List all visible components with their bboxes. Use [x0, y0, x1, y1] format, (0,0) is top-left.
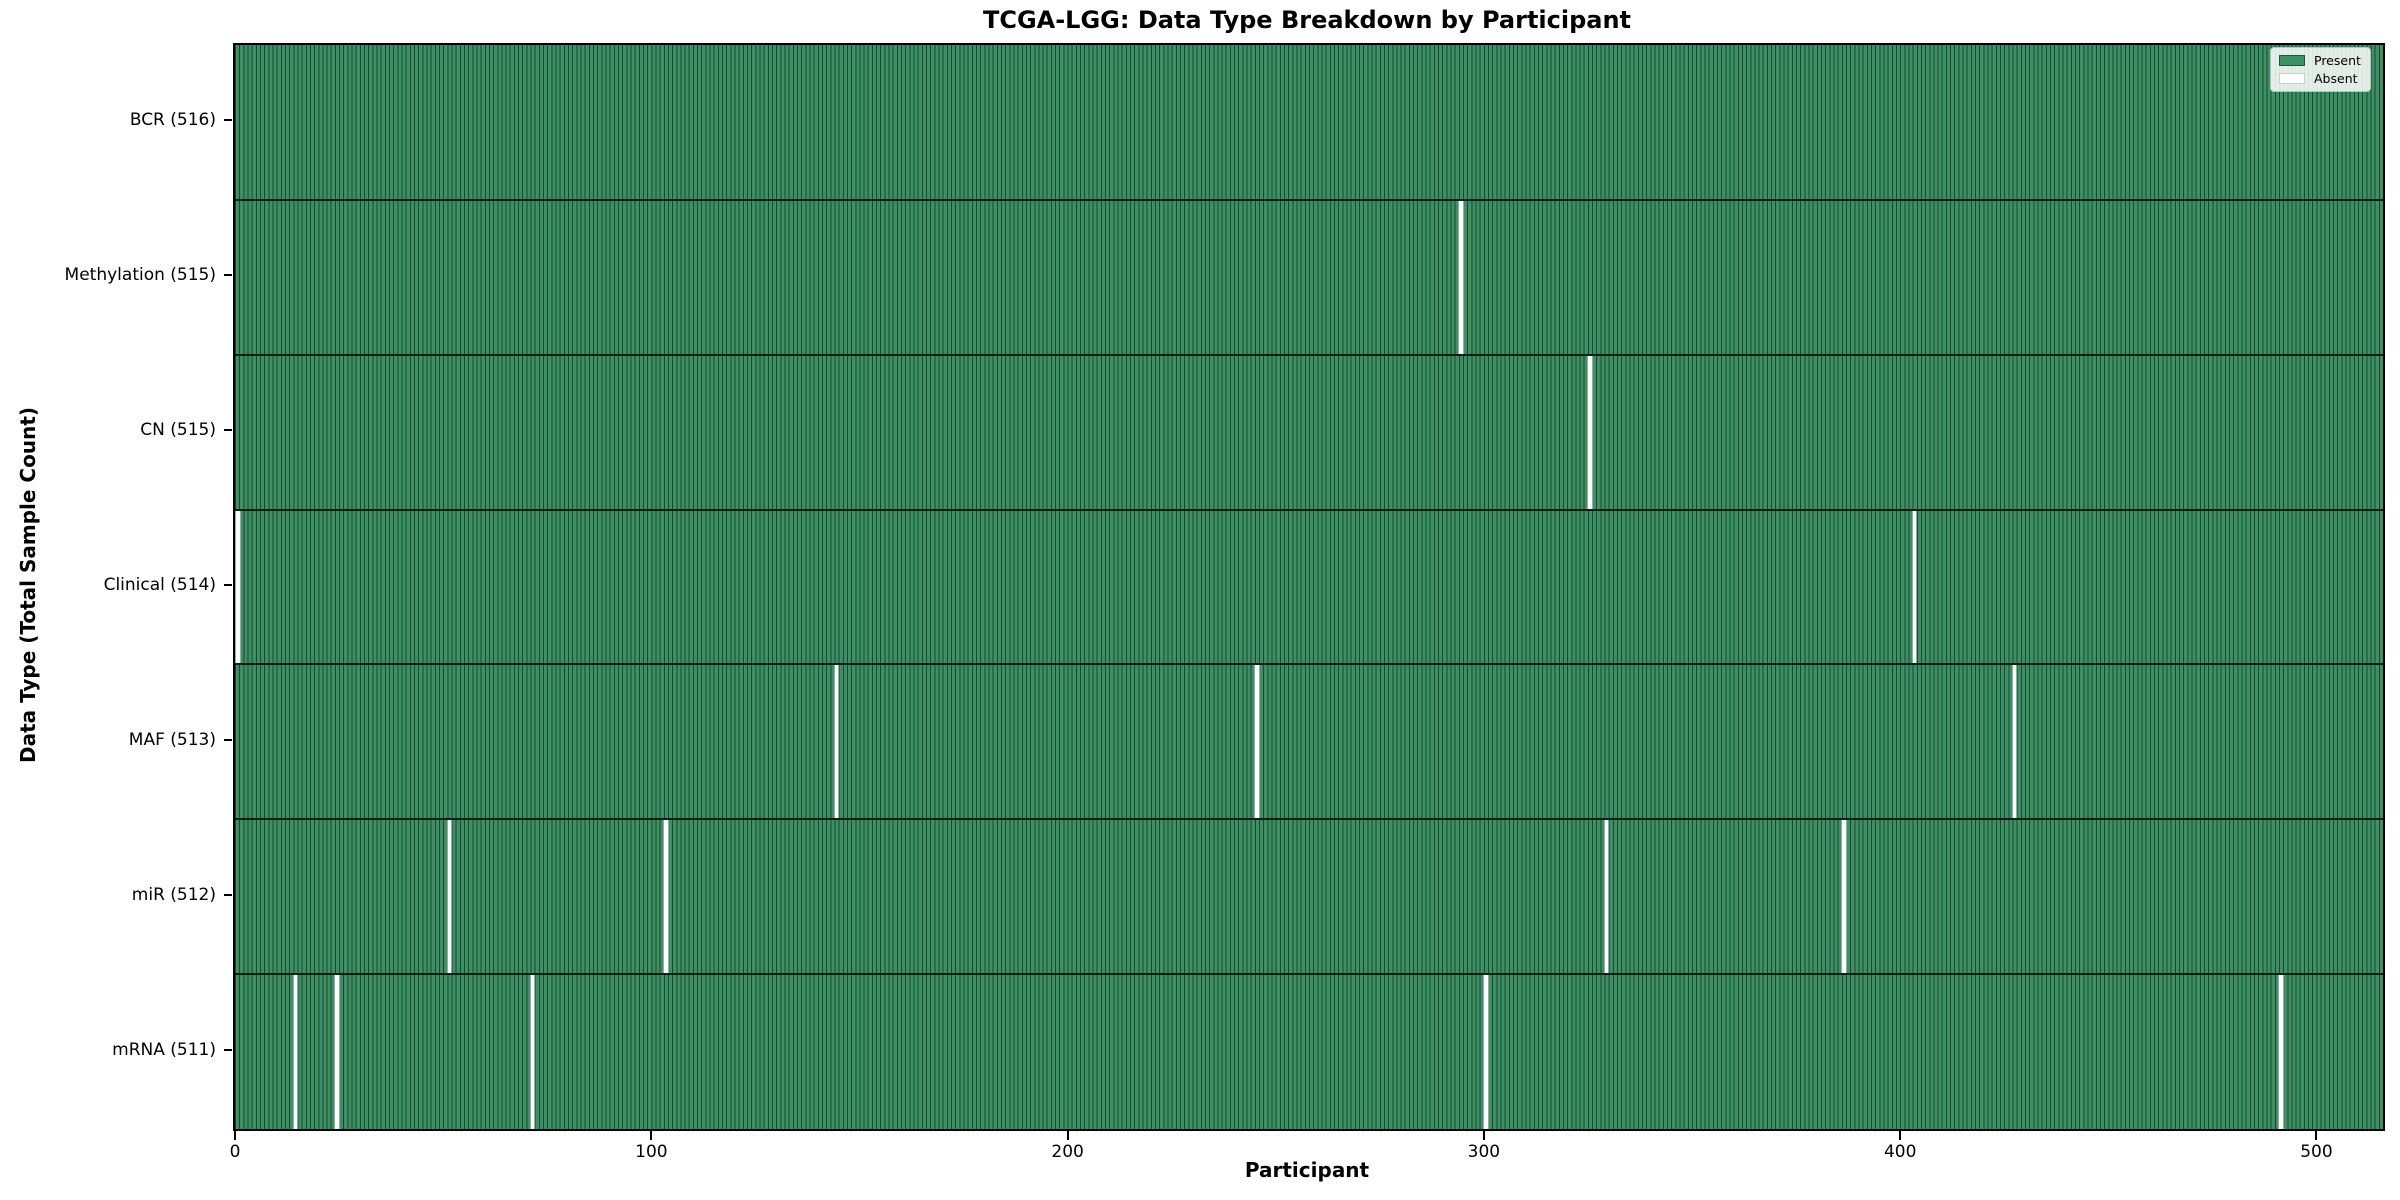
heatmap-row-maf — [235, 664, 2383, 820]
x-axis-label: Participant — [1244, 1158, 1370, 1182]
x-tick-label: 300 — [1467, 1142, 1501, 1162]
absent-gap — [1483, 974, 1489, 1129]
legend: Present Absent — [2270, 47, 2371, 92]
absent-gap — [529, 974, 536, 1129]
absent-gap — [292, 974, 299, 1129]
heatmap-row-mrna — [235, 974, 2383, 1129]
legend-entry-absent: Absent — [2279, 72, 2361, 85]
absent-gap — [833, 664, 840, 820]
absent-gap — [1254, 664, 1260, 820]
heatmap-row-cn — [235, 354, 2383, 510]
heatmap-row-mir — [235, 819, 2383, 975]
absent-gap — [235, 509, 241, 665]
y-tick-mark — [224, 1048, 232, 1051]
absent-gap — [1841, 819, 1847, 975]
row-divider — [235, 508, 2383, 511]
x-tick-mark — [1899, 1131, 1902, 1140]
row-divider — [235, 663, 2383, 666]
y-tick-mark — [224, 584, 232, 586]
absent-gap — [334, 974, 340, 1129]
heatmap-row-bcr — [235, 45, 2383, 200]
y-tick-label: Methylation (515) — [64, 265, 216, 286]
x-tick-mark — [234, 1131, 237, 1140]
x-tick-label: 100 — [635, 1142, 668, 1162]
x-tick-label: 200 — [1051, 1142, 1084, 1162]
x-tick-label: 400 — [1883, 1142, 1917, 1162]
x-tick-mark — [1066, 1131, 1069, 1140]
y-tick-label: Clinical (514) — [103, 575, 216, 595]
row-divider — [235, 353, 2383, 356]
absent-swatch-icon — [2279, 73, 2305, 84]
y-tick-label: BCR (516) — [129, 110, 216, 131]
legend-entry-present: Present — [2279, 54, 2361, 67]
heatmap-plot-area — [233, 43, 2385, 1131]
x-tick-label: 500 — [2300, 1142, 2333, 1162]
y-tick-label: MAF (513) — [128, 729, 216, 750]
y-tick-mark — [224, 119, 232, 122]
absent-gap — [1458, 199, 1464, 355]
row-divider — [235, 973, 2383, 976]
y-tick-mark — [224, 429, 232, 432]
legend-label-absent: Absent — [2314, 71, 2358, 86]
legend-label-present: Present — [2314, 53, 2361, 68]
absent-gap — [1603, 819, 1610, 975]
x-tick-mark — [2315, 1131, 2318, 1140]
x-tick-mark — [650, 1131, 653, 1140]
absent-gap — [1911, 509, 1918, 665]
row-divider — [235, 818, 2383, 821]
absent-gap — [663, 819, 669, 975]
x-tick-label: 0 — [229, 1142, 241, 1162]
row-divider — [235, 198, 2383, 201]
present-swatch-icon — [2279, 55, 2305, 66]
y-tick-label: mRNA (511) — [112, 1039, 216, 1060]
chart-title: TCGA-LGG: Data Type Breakdown by Partici… — [982, 6, 1632, 34]
absent-gap — [1587, 354, 1593, 510]
x-tick-mark — [1482, 1131, 1485, 1140]
y-tick-label: CN (515) — [140, 420, 216, 441]
y-tick-label: miR (512) — [131, 884, 216, 905]
heatmap-row-clinical — [235, 509, 2383, 665]
y-tick-mark — [224, 738, 232, 741]
y-tick-mark — [224, 893, 232, 896]
absent-gap — [446, 819, 453, 975]
absent-gap — [2278, 974, 2284, 1129]
heatmap-row-methylation — [235, 199, 2383, 355]
y-tick-mark — [224, 274, 232, 277]
absent-gap — [2011, 664, 2018, 820]
